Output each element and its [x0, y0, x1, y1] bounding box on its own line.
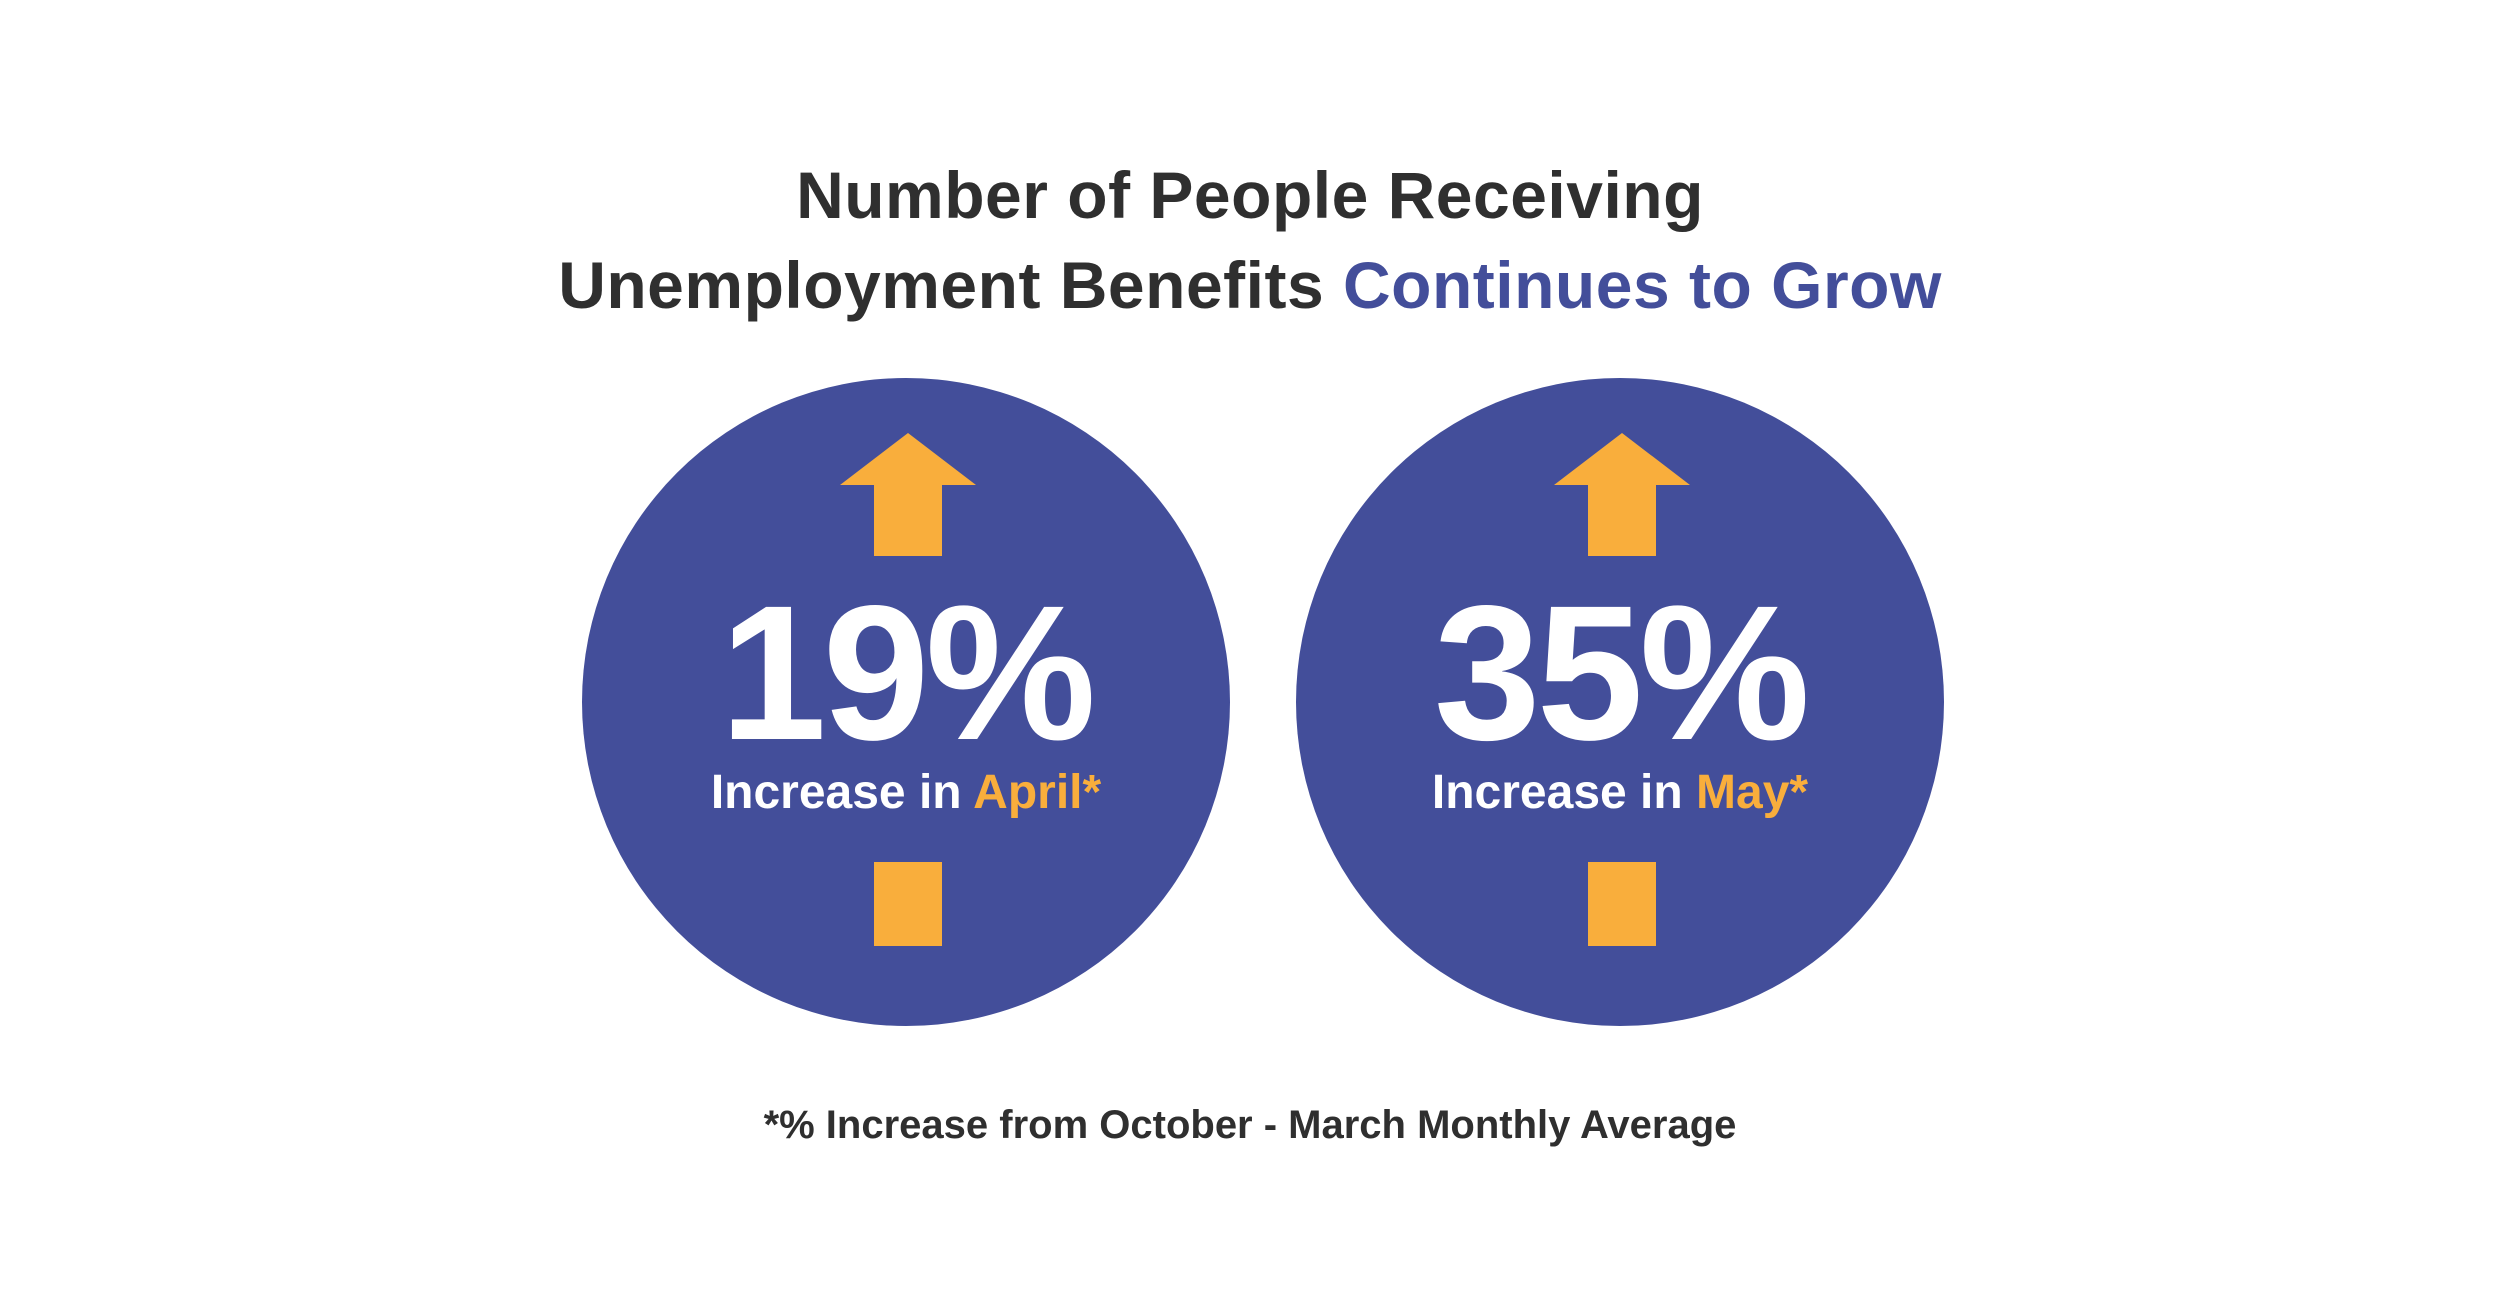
title-line-2-plain: Unemployment Benefits — [558, 248, 1343, 322]
arrow-up-icon — [840, 433, 976, 556]
title-line-2: Unemployment Benefits Continues to Grow — [0, 240, 2500, 330]
stat-label-month: April* — [973, 766, 1102, 819]
arrow-up-icon — [1554, 433, 1690, 556]
stat-label-prefix: Increase in — [710, 766, 974, 819]
stat-label-prefix: Increase in — [1431, 766, 1697, 819]
title-line-2-accent: Continues to Grow — [1343, 248, 1942, 322]
footnote: *% Increase from October - March Monthly… — [763, 1103, 1737, 1147]
title-line-1: Number of People Receiving — [796, 158, 1704, 232]
stat-label: Increase in May* — [1296, 763, 1944, 823]
arrow-tail-icon — [1588, 862, 1656, 946]
stat-label-month: May* — [1696, 766, 1809, 819]
page-title: Number of People Receiving Unemployment … — [0, 150, 2500, 330]
arrow-tail-icon — [874, 862, 942, 946]
stat-circle-april: 19% Increase in April* — [582, 378, 1230, 1026]
stat-label: Increase in April* — [582, 763, 1230, 823]
stat-circle-may: 35% Increase in May* — [1296, 378, 1944, 1026]
stat-value: 35% — [1433, 565, 1810, 780]
stat-value: 19% — [719, 565, 1096, 780]
